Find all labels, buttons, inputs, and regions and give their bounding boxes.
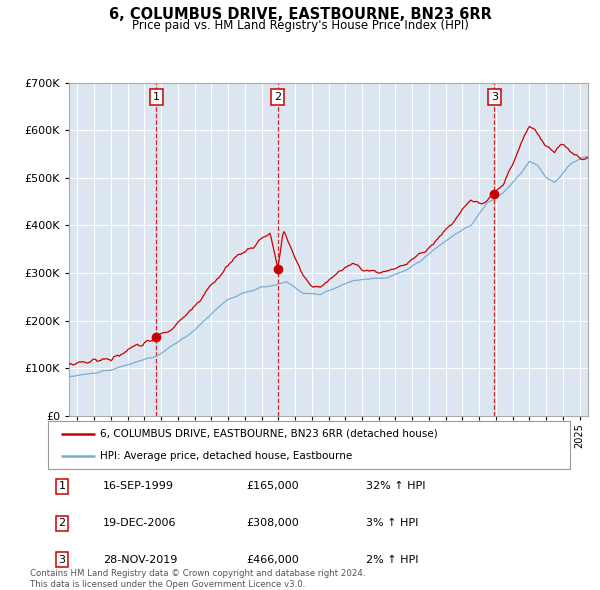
Text: 2% ↑ HPI: 2% ↑ HPI — [367, 555, 419, 565]
Text: 19-DEC-2006: 19-DEC-2006 — [103, 518, 176, 528]
Text: 1: 1 — [153, 92, 160, 102]
Text: 6, COLUMBUS DRIVE, EASTBOURNE, BN23 6RR (detached house): 6, COLUMBUS DRIVE, EASTBOURNE, BN23 6RR … — [100, 429, 438, 439]
Text: £308,000: £308,000 — [247, 518, 299, 528]
Text: £466,000: £466,000 — [247, 555, 299, 565]
Text: £165,000: £165,000 — [247, 481, 299, 491]
Text: 32% ↑ HPI: 32% ↑ HPI — [367, 481, 426, 491]
Text: Price paid vs. HM Land Registry's House Price Index (HPI): Price paid vs. HM Land Registry's House … — [131, 19, 469, 32]
Text: 16-SEP-1999: 16-SEP-1999 — [103, 481, 174, 491]
Text: 3% ↑ HPI: 3% ↑ HPI — [367, 518, 419, 528]
Text: HPI: Average price, detached house, Eastbourne: HPI: Average price, detached house, East… — [100, 451, 352, 461]
Text: 2: 2 — [59, 518, 65, 528]
Text: 3: 3 — [59, 555, 65, 565]
Text: 6, COLUMBUS DRIVE, EASTBOURNE, BN23 6RR: 6, COLUMBUS DRIVE, EASTBOURNE, BN23 6RR — [109, 7, 491, 22]
FancyBboxPatch shape — [48, 421, 570, 469]
Text: 1: 1 — [59, 481, 65, 491]
Text: Contains HM Land Registry data © Crown copyright and database right 2024.
This d: Contains HM Land Registry data © Crown c… — [30, 569, 365, 589]
Text: 2: 2 — [274, 92, 281, 102]
Text: 28-NOV-2019: 28-NOV-2019 — [103, 555, 177, 565]
Text: 3: 3 — [491, 92, 498, 102]
